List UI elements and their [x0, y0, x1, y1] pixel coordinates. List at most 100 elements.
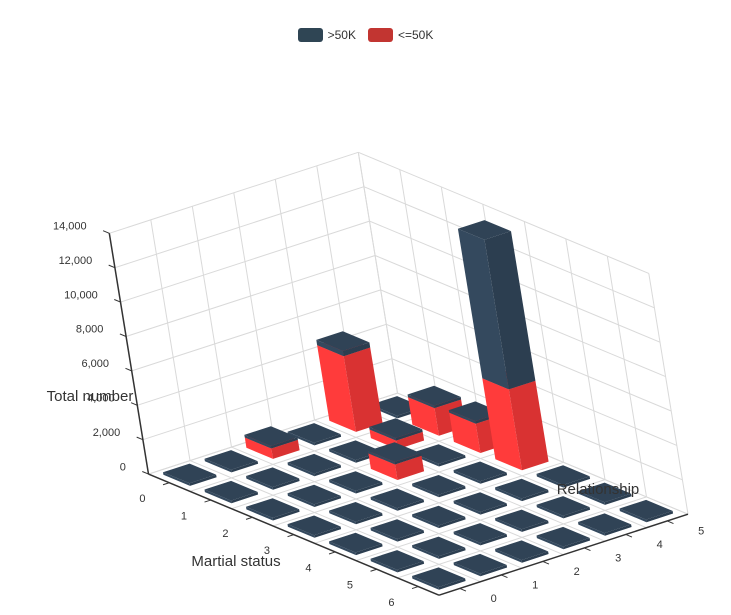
bar-face-front [287, 462, 315, 477]
y-axis-line [438, 513, 689, 596]
bars [163, 220, 674, 590]
y-tick-mark [542, 560, 550, 565]
y-tick-mark [501, 574, 508, 579]
bar-face-side [270, 437, 298, 449]
bar-stack-cell [370, 488, 425, 511]
bar-face-side [438, 455, 466, 467]
bar-face-front [370, 527, 398, 542]
bar-face-front [536, 504, 564, 519]
bar-face-side [521, 551, 549, 563]
bar-face-side [397, 561, 425, 573]
bar-face-front [370, 497, 398, 511]
bar-stack-cell [453, 523, 508, 546]
bar-stack-cell [246, 498, 300, 521]
z-tick-label: 12,000 [59, 255, 93, 267]
bar-face-front [287, 493, 315, 507]
bar-face-front [495, 549, 522, 563]
z-tick-mark [130, 402, 138, 406]
x-tick-label: 3 [264, 545, 270, 557]
grid-line [191, 206, 232, 448]
axes [102, 230, 689, 596]
z-axis-line [108, 233, 150, 475]
bar-face-top [368, 442, 422, 462]
bar-face-top [619, 499, 673, 520]
bar-face-side [355, 482, 383, 494]
bar-face-side [397, 530, 425, 542]
bar-stack-cell [329, 532, 383, 556]
bar-face-top [578, 482, 632, 503]
bar-face-front [453, 470, 481, 484]
z-tick-mark [102, 230, 110, 234]
bar-face-top [329, 532, 383, 553]
y-tick-label: 5 [698, 525, 704, 537]
x-tick-mark [411, 586, 419, 590]
bar-face-top [163, 463, 217, 484]
x-tick-label: 4 [305, 562, 311, 574]
grid-line [399, 169, 440, 411]
bar-face-top [370, 550, 424, 570]
bar-face-side [646, 510, 674, 523]
bar-stack-cell [619, 499, 674, 523]
bar-face-side [314, 464, 342, 477]
grid-line [274, 179, 315, 421]
bar-gt50k [368, 442, 422, 465]
bar-stack-cell [204, 480, 259, 504]
bar-face-front [407, 394, 435, 409]
z-tick-label: 14,000 [53, 221, 87, 233]
grid-line [114, 186, 365, 269]
z-tick-mark [114, 299, 121, 303]
bar-gt50k [244, 426, 298, 449]
bar-face-side [563, 507, 591, 519]
bar-face-side [521, 489, 549, 502]
grid-line [109, 151, 359, 234]
bar-face-top [370, 519, 424, 539]
bar-face-top [246, 467, 300, 488]
bar-stack-cell [495, 540, 549, 563]
z-tick-label: 8,000 [76, 324, 104, 336]
z-tick-mark [108, 264, 116, 269]
bar-face-front [482, 378, 522, 471]
bar-gt50k [457, 220, 536, 390]
bar-face-top [536, 496, 590, 516]
y-tick-mark [625, 533, 633, 538]
bar-face-front [368, 450, 395, 465]
z-tick-mark [125, 367, 132, 372]
bar-face-top [578, 513, 632, 534]
y-tick-label: 0 [491, 593, 497, 605]
bar-face-front [453, 500, 481, 515]
grid-line [314, 419, 606, 542]
legend-item-le50k[interactable]: <=50K [367, 28, 433, 42]
bar-face-front [449, 412, 481, 453]
z-tick-label: 6,000 [81, 358, 109, 370]
bar-face-front [204, 458, 232, 473]
bar-face-top [495, 509, 549, 530]
bar-stack-cell [453, 553, 508, 577]
z-tick-label: 0 [120, 461, 126, 473]
bar-stack-cell [370, 550, 425, 573]
y-tick-label: 3 [615, 552, 621, 564]
grid-line [565, 238, 606, 480]
x-axis-title: Martial status [191, 553, 280, 570]
bar-face-top [287, 423, 341, 443]
legend-item-gt50k[interactable]: >50K [297, 28, 356, 42]
bar-face-top [495, 540, 549, 561]
grid-line [606, 256, 647, 497]
bar-face-front [578, 491, 605, 505]
bar-gt50k [316, 331, 371, 357]
bar-face-side [438, 578, 466, 590]
bar-face-front [619, 508, 647, 523]
bar-face-top [204, 450, 258, 470]
grid-line [648, 273, 689, 515]
bar-face-side [480, 564, 508, 577]
z-tick-mark [142, 471, 149, 475]
bar-face-front [368, 453, 398, 480]
bar-stack-cell [536, 526, 591, 550]
bar-face-side [342, 342, 371, 357]
y-tick-mark [584, 547, 591, 552]
bar-face-side [395, 455, 425, 480]
bar-face-front [204, 489, 232, 504]
grid-line [440, 186, 481, 428]
z-tick-label: 4,000 [87, 393, 115, 405]
bar-face-side [314, 434, 342, 446]
bar-face-front [453, 531, 481, 546]
